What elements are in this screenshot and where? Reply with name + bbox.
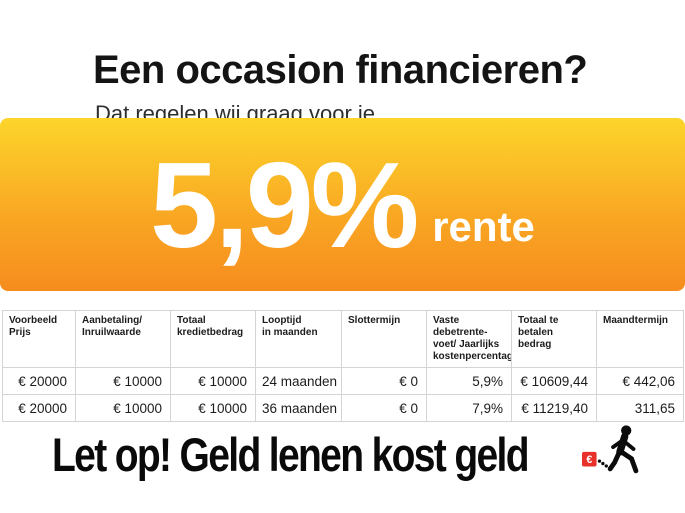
table-cell: 24 maanden: [255, 367, 342, 395]
column-header-maandtermijn: Maandtermijn: [596, 310, 684, 368]
table-cell: € 20000: [2, 367, 76, 395]
table-cell: € 442,06: [596, 367, 684, 395]
table-cell: € 20000: [2, 394, 76, 422]
table-header-row: Voorbeeld Prijs Aanbetaling/ Inruilwaard…: [2, 310, 684, 368]
column-header-debetrentevoet: Vaste debetrente- voet/ Jaarlijks kosten…: [426, 310, 512, 368]
table-cell: € 10000: [75, 367, 171, 395]
table-cell: € 10000: [170, 394, 256, 422]
euro-block: [582, 451, 597, 467]
table-cell: € 0: [341, 394, 427, 422]
financing-example-table: Voorbeeld Prijs Aanbetaling/ Inruilwaard…: [2, 310, 684, 422]
page-title: Een occasion financieren?: [93, 48, 588, 92]
column-header-voorbeeld-prijs: Voorbeeld Prijs: [2, 310, 76, 368]
table-cell: 36 maanden: [255, 394, 342, 422]
column-header-kredietbedrag: Totaal kredietbedrag: [170, 310, 256, 368]
table-cell: € 11219,40: [511, 394, 597, 422]
euro-symbol: €: [586, 454, 592, 466]
table-cell: 5,9%: [426, 367, 512, 395]
credit-warning-text: Let op! Geld lenen kost geld: [52, 428, 530, 481]
table-cell: € 10000: [75, 394, 171, 422]
walking-person: [607, 425, 639, 474]
column-header-looptijd: Looptijd in maanden: [255, 310, 342, 368]
column-header-slottermijn: Slottermijn: [341, 310, 427, 368]
interest-rate-value: 5,9%: [150, 136, 419, 273]
interest-rate-label: rente: [432, 202, 535, 250]
table-cell: 311,65: [596, 394, 684, 422]
table-row: € 20000 € 10000 € 10000 36 maanden € 0 7…: [2, 394, 684, 422]
table-cell: € 0: [341, 367, 427, 395]
table-row: € 20000 € 10000 € 10000 24 maanden € 0 5…: [2, 367, 684, 395]
column-header-totaal-te-betalen: Totaal te betalen bedrag: [511, 310, 597, 368]
table-cell: € 10000: [170, 367, 256, 395]
rate-banner: 5,9% rente: [0, 118, 685, 291]
geld-lenen-kost-geld-icon: €: [582, 425, 639, 474]
rate-group: 5,9% rente: [150, 144, 535, 266]
column-header-aanbetaling: Aanbetaling/ Inruilwaarde: [75, 310, 171, 368]
table-cell: € 10609,44: [511, 367, 597, 395]
table-cell: 7,9%: [426, 394, 512, 422]
